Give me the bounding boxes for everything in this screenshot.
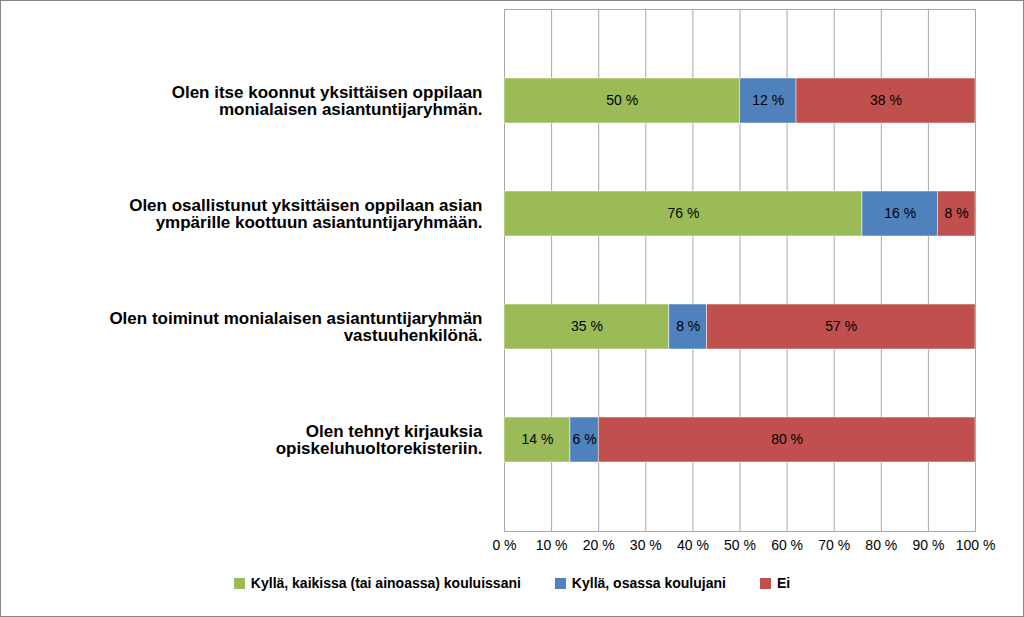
svg-text:14 %: 14 % [522, 431, 554, 447]
svg-text:12 %: 12 % [752, 92, 784, 108]
svg-text:35 %: 35 % [571, 318, 603, 334]
svg-text:Olen tehnyt kirjauksiaopiskelu: Olen tehnyt kirjauksiaopiskeluhuoltoreki… [276, 422, 483, 458]
svg-text:40 %: 40 % [677, 537, 709, 553]
svg-text:Olen itse koonnut yksittäisen: Olen itse koonnut yksittäisen oppilaanmo… [172, 83, 483, 119]
svg-text:80 %: 80 % [865, 537, 897, 553]
svg-text:6 %: 6 % [573, 431, 597, 447]
svg-text:50 %: 50 % [724, 537, 756, 553]
html-text:Kyllä, osassa koulujani: Kyllä, osassa koulujani [571, 575, 726, 591]
svg-text:38 %: 38 % [870, 92, 902, 108]
svg-text:80 %: 80 % [771, 431, 803, 447]
svg-text:20 %: 20 % [583, 537, 615, 553]
svg-text:0 %: 0 % [492, 537, 516, 553]
svg-text:Olen toiminut monialaisen asia: Olen toiminut monialaisen asiantuntijary… [109, 309, 482, 345]
svg-text:30 %: 30 % [630, 537, 662, 553]
svg-text:100 %: 100 % [956, 537, 996, 553]
svg-text:70 %: 70 % [818, 537, 850, 553]
svg-text:57 %: 57 % [825, 318, 857, 334]
svg-text:Olen osallistunut yksittäisen: Olen osallistunut yksittäisen oppilaan a… [129, 196, 482, 232]
svg-text:16 %: 16 % [884, 205, 916, 221]
html-text:Ei: Ei [776, 575, 791, 591]
svg-text:10 %: 10 % [536, 537, 568, 553]
svg-text:90 %: 90 % [912, 537, 944, 553]
html-text:Kyllä, kaikissa (tai ainoassa): Kyllä, kaikissa (tai ainoassa) kouluissa… [250, 575, 521, 591]
svg-text:60 %: 60 % [771, 537, 803, 553]
svg-text:8 %: 8 % [945, 205, 969, 221]
svg-text:8 %: 8 % [676, 318, 700, 334]
svg-text:76 %: 76 % [668, 205, 700, 221]
svg-text:50 %: 50 % [606, 92, 638, 108]
